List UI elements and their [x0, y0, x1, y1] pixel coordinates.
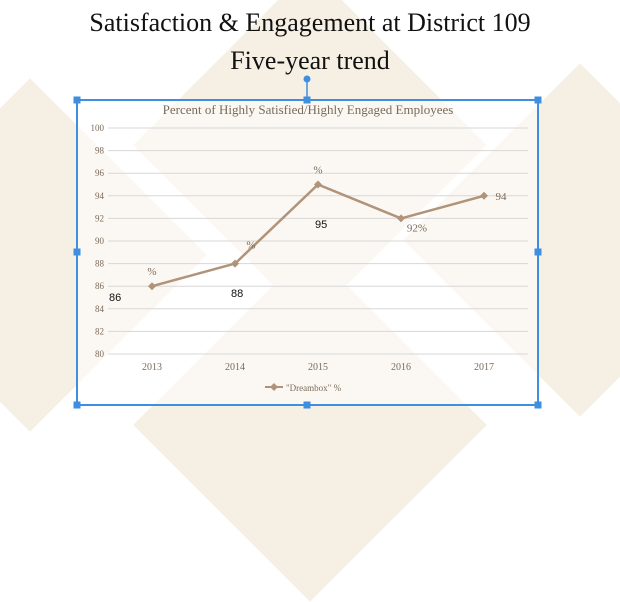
- resize-handle[interactable]: [534, 401, 542, 409]
- resize-handle[interactable]: [534, 96, 542, 104]
- slide-subtitle: Five-year trend: [230, 46, 390, 75]
- annotation-text: 86: [109, 292, 121, 304]
- y-tick-label: 94: [95, 191, 105, 201]
- y-tick-label: 92: [95, 213, 104, 223]
- point-label: 94: [496, 191, 508, 203]
- y-tick-label: 98: [95, 146, 105, 156]
- chart-selection-frame[interactable]: [73, 75, 542, 409]
- point-label: %: [313, 165, 322, 177]
- resize-handle[interactable]: [534, 248, 542, 256]
- line-chart[interactable]: Percent of Highly Satisfied/Highly Engag…: [0, 0, 620, 421]
- resize-handle[interactable]: [303, 96, 311, 104]
- resize-handle[interactable]: [73, 248, 81, 256]
- resize-handle[interactable]: [303, 401, 311, 409]
- legend-label: "Dreambox" %: [286, 383, 342, 393]
- data-point: [480, 191, 488, 200]
- legend-marker: [270, 383, 278, 391]
- y-tick-label: 80: [95, 349, 105, 359]
- x-tick-label: 2014: [225, 362, 245, 373]
- annotation-text: 88: [231, 288, 243, 300]
- y-tick-label: 96: [95, 168, 105, 178]
- data-point: [397, 214, 405, 223]
- y-tick-label: 84: [95, 304, 105, 314]
- data-point: [231, 259, 239, 268]
- x-tick-label: 2016: [391, 362, 411, 373]
- rotate-handle: [303, 75, 311, 83]
- x-tick-label: 2013: [142, 362, 162, 373]
- point-label: 92%: [407, 222, 427, 234]
- point-label: %: [246, 240, 255, 252]
- chart-title: Percent of Highly Satisfied/Highly Engag…: [163, 102, 454, 117]
- y-tick-label: 90: [95, 236, 105, 246]
- y-tick-label: 86: [95, 281, 105, 291]
- annotation-text: 95: [315, 219, 327, 231]
- y-tick-label: 82: [95, 326, 104, 336]
- chart-area: [77, 100, 538, 405]
- x-tick-label: 2017: [474, 362, 494, 373]
- data-point: [314, 180, 322, 189]
- x-tick-label: 2015: [308, 362, 328, 373]
- y-tick-label: 88: [95, 259, 105, 269]
- data-point: [148, 282, 156, 291]
- resize-handle[interactable]: [73, 401, 81, 409]
- point-label: %: [147, 266, 156, 278]
- resize-handle[interactable]: [73, 96, 81, 104]
- y-tick-label: 100: [91, 123, 105, 133]
- slide-title: Satisfaction & Engagement at District 10…: [89, 8, 531, 37]
